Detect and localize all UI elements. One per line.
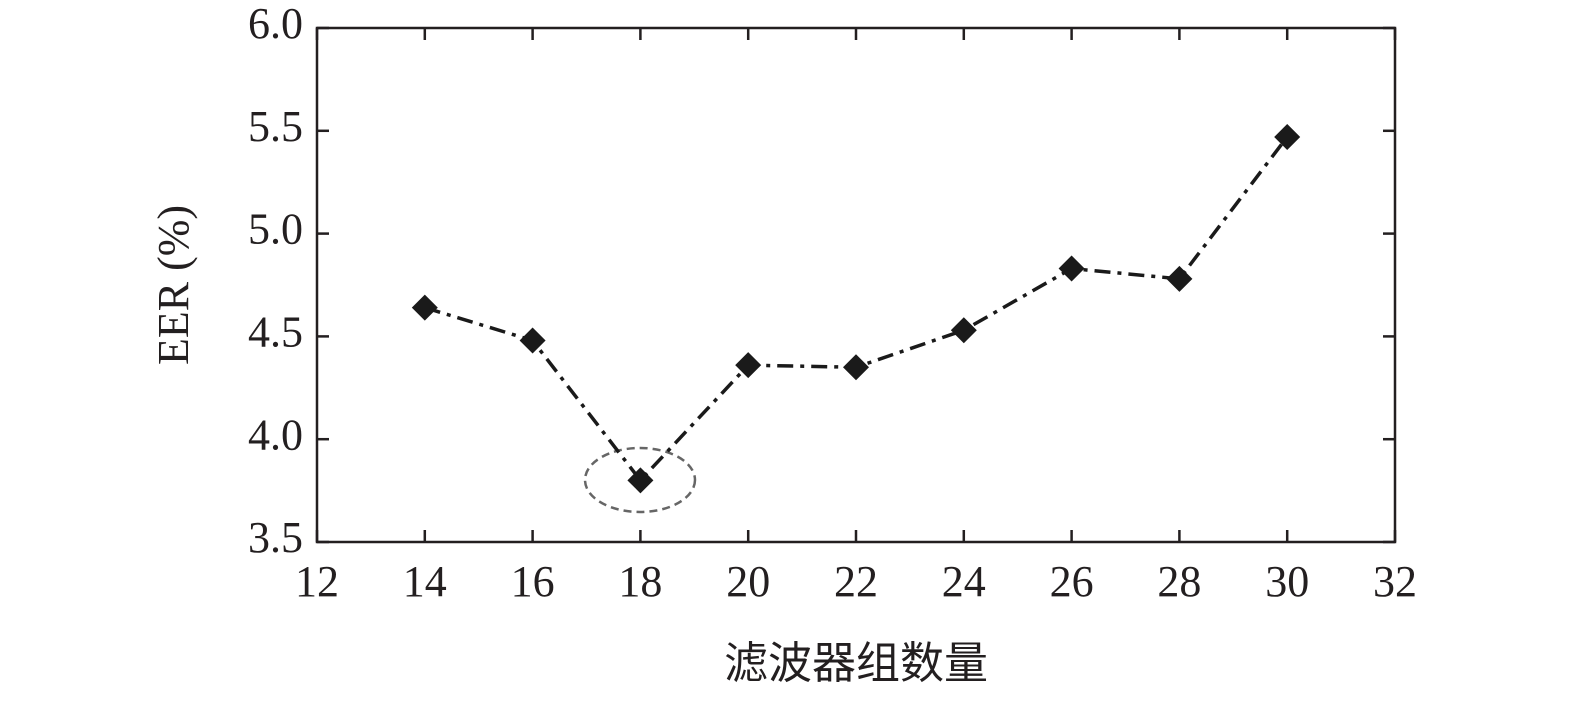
marker — [1274, 123, 1301, 150]
plot-frame — [315, 26, 1397, 544]
marker — [627, 467, 654, 494]
highlight-ellipse — [583, 446, 697, 514]
y-tick-label: 4.0 — [248, 410, 303, 459]
x-tick-label: 18 — [618, 557, 662, 606]
y-tick-label: 3.5 — [248, 513, 303, 562]
x-tick-label: 22 — [834, 557, 878, 606]
y-tick-label: 5.0 — [248, 205, 303, 254]
marker — [843, 354, 869, 381]
marker — [1166, 265, 1193, 292]
x-tick-label: 12 — [295, 557, 339, 606]
x-tick-label: 20 — [726, 557, 770, 606]
x-tick-label: 28 — [1157, 557, 1201, 606]
x-tick-label: 26 — [1050, 557, 1094, 606]
series-line — [424, 135, 1289, 484]
x-tick-label: 30 — [1265, 557, 1309, 606]
y-tick-label: 4.5 — [248, 307, 303, 356]
x-tick-label: 14 — [403, 557, 447, 606]
y-axis-label: EER (%) — [149, 205, 198, 365]
x-axis-label: 滤波器组数量 — [724, 639, 988, 688]
marker — [411, 294, 438, 321]
y-tick-label: 5.5 — [248, 102, 303, 151]
x-tick-label: 16 — [511, 557, 555, 606]
marker — [519, 327, 546, 354]
x-tick-label: 32 — [1373, 557, 1417, 606]
marker — [1058, 255, 1085, 282]
y-tick-label: 6.0 — [248, 0, 303, 48]
x-tick-label: 24 — [942, 557, 986, 606]
marker — [950, 317, 977, 344]
marker — [735, 352, 762, 379]
